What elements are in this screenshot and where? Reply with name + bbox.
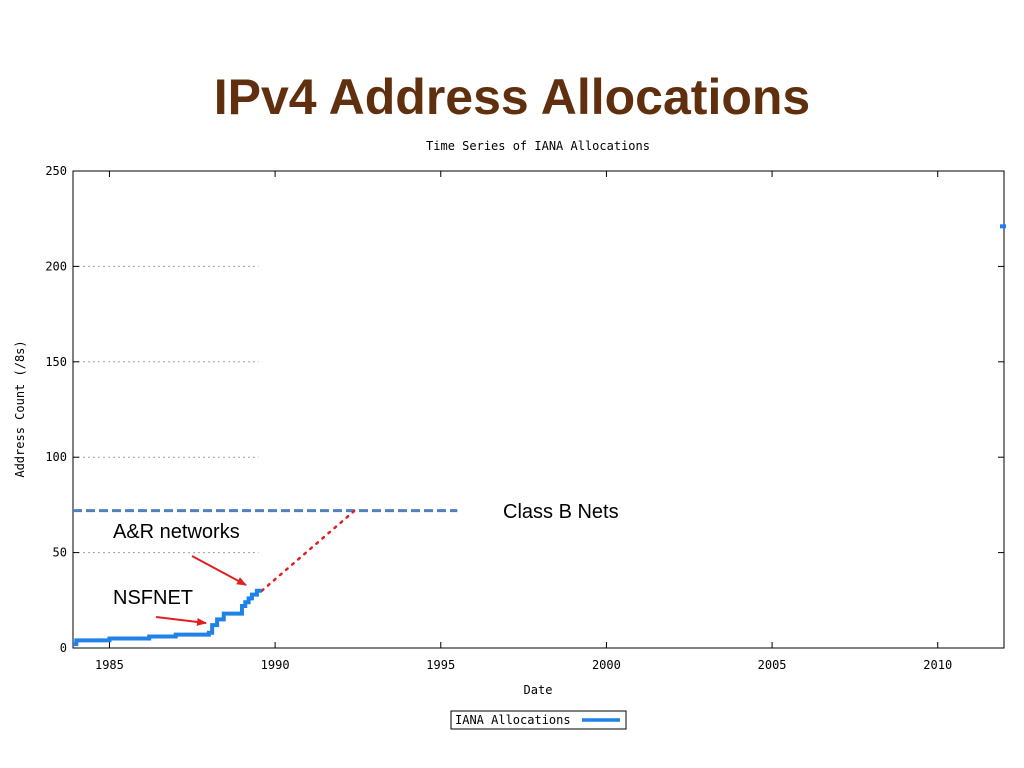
reference-layer bbox=[73, 509, 458, 593]
series-layer bbox=[73, 224, 1006, 647]
y-tick-label-250: 250 bbox=[45, 164, 67, 178]
slide-title: IPv4 Address Allocations bbox=[213, 69, 811, 125]
x-tick-label-2000: 2000 bbox=[592, 658, 621, 672]
chart-title: Time Series of IANA Allocations bbox=[426, 139, 650, 153]
x-tick-label-1990: 1990 bbox=[261, 658, 290, 672]
annotation-nsfnet: NSFNET bbox=[113, 587, 193, 609]
projection-line bbox=[260, 509, 356, 593]
x-tick-label-1985: 1985 bbox=[95, 658, 124, 672]
y-tick-label-150: 150 bbox=[45, 355, 67, 369]
axes: 0 50 100 150 200 250 1985 1990 1995 2000 2005 2010 bbox=[45, 164, 1005, 672]
y-axis-label: Address Count (/8s) bbox=[13, 340, 27, 477]
chart-legend: IANA Allocations bbox=[450, 710, 627, 730]
x-tick-label-1995: 1995 bbox=[426, 658, 455, 672]
plot-frame bbox=[72, 170, 1005, 649]
grid-lines bbox=[73, 265, 259, 554]
y-tick-label-100: 100 bbox=[45, 450, 67, 464]
x-tick-label-2005: 2005 bbox=[758, 658, 787, 672]
arrow-nsfnet bbox=[155, 616, 207, 626]
arrow-ar-networks bbox=[191, 555, 247, 586]
x-tick-label-2010: 2010 bbox=[923, 658, 952, 672]
annotation-class-b-nets: Class B Nets bbox=[503, 501, 619, 523]
y-tick-label-50: 50 bbox=[53, 546, 67, 560]
legend-label: IANA Allocations bbox=[455, 713, 571, 727]
legend-box bbox=[450, 710, 627, 730]
y-tick-label-0: 0 bbox=[60, 641, 67, 655]
annotation-ar-networks: A&R networks bbox=[113, 521, 240, 543]
series-line-0 bbox=[73, 588, 262, 647]
x-axis-label: Date bbox=[524, 683, 553, 697]
y-tick-label-200: 200 bbox=[45, 259, 67, 273]
